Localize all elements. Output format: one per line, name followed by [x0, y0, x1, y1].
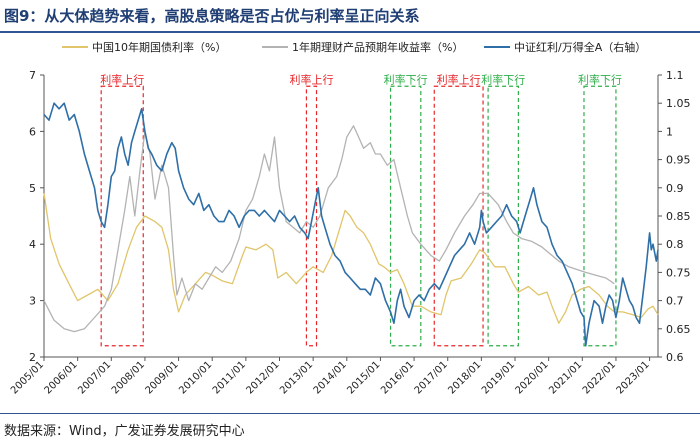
- left-tick-label: 7: [29, 69, 36, 82]
- annotation-label-up: 利率上行: [100, 72, 144, 86]
- x-tick-label: 2016/01: [379, 359, 416, 396]
- x-tick-label: 2007/01: [76, 359, 113, 396]
- left-tick-label: 4: [29, 238, 36, 251]
- right-tick-label: 1.1: [666, 69, 684, 82]
- right-tick-label: 0.8: [666, 238, 684, 251]
- series-line-1: [43, 193, 659, 324]
- x-tick-label: 2023/01: [615, 359, 652, 396]
- right-tick-label: 0.85: [666, 210, 691, 223]
- annotation-box-down: [389, 85, 422, 347]
- annotation-label-down: 利率下行: [481, 72, 525, 86]
- right-tick-label: 0.6: [666, 351, 684, 364]
- annotation-box-down: [583, 85, 617, 347]
- x-tick-label: 2011/01: [211, 359, 248, 396]
- chart: 利率上行 利率上行 利率下行 利率上行 利率下行 利率下行 中国10年期国债利率（%） 1年…: [9, 40, 691, 396]
- right-tick-label: 0.9: [666, 182, 684, 195]
- left-tick-label: 5: [29, 182, 36, 195]
- title-bar: 图9：从大体趋势来看，高股息策略是否占优与利率呈正向关系: [0, 0, 700, 33]
- x-tick-label: 2006/01: [43, 359, 80, 396]
- annotation-label-down: 利率下行: [384, 72, 428, 86]
- x-tick-label: 2018/01: [446, 359, 483, 396]
- right-tick-label: 0.7: [666, 295, 684, 308]
- annotation-boxes: 利率上行 利率上行 利率下行 利率上行 利率下行 利率下行: [100, 72, 622, 347]
- series-lines: [43, 102, 659, 347]
- right-tick-label: 1: [666, 125, 673, 138]
- annotation-label-down: 利率下行: [578, 72, 622, 86]
- axis-ticks: 2 3 4 5 6 7 0.6 0.65 0.7 0.75 0.8 0.85 0.9 0.95 1 1.05 1…: [9, 69, 691, 396]
- x-tick-label: 2021/01: [547, 359, 584, 396]
- chart-frame: [43, 75, 659, 358]
- annotation-box-up: [305, 85, 318, 347]
- series-line-3: [43, 102, 659, 347]
- left-tick-label: 2: [29, 351, 36, 364]
- left-tick-label: 3: [29, 295, 36, 308]
- annotation-box-up: [100, 85, 144, 347]
- x-tick-label: 2022/01: [581, 359, 618, 396]
- x-tick-label: 2010/01: [177, 359, 214, 396]
- right-tick-label: 0.65: [666, 323, 691, 336]
- title-rule: [0, 31, 700, 33]
- x-tick-label: 2012/01: [244, 359, 281, 396]
- source-note: 数据来源：Wind，广发证券发展研究中心: [4, 424, 245, 439]
- annotation-box-down: [487, 85, 519, 347]
- x-tick-label: 2020/01: [514, 359, 551, 396]
- annotation-label-up: 利率上行: [289, 72, 333, 86]
- legend: 中国10年期国债利率（%） 1年期理财产品预期年收益率（%） 中证红利/万得全A（右…: [62, 40, 646, 54]
- x-tick-label: 2017/01: [413, 359, 450, 396]
- source-rule: [0, 413, 700, 414]
- right-tick-label: 0.75: [666, 266, 691, 279]
- right-tick-label: 0.95: [666, 154, 691, 167]
- x-tick-label: 2014/01: [312, 359, 349, 396]
- legend-label-3: 中证红利/万得全A（右轴）: [514, 40, 646, 54]
- right-tick-label: 1.05: [666, 97, 691, 110]
- x-tick-label: 2009/01: [144, 359, 181, 396]
- annotation-label-up: 利率上行: [437, 72, 481, 86]
- x-tick-label: 2005/01: [9, 359, 46, 396]
- x-tick-label: 2008/01: [110, 359, 147, 396]
- legend-label-1: 中国10年期国债利率（%）: [92, 40, 226, 54]
- x-tick-label: 2015/01: [345, 359, 382, 396]
- x-tick-label: 2019/01: [480, 359, 517, 396]
- annotation-box-up: [433, 85, 484, 347]
- x-tick-label: 2013/01: [278, 359, 315, 396]
- left-tick-label: 6: [29, 125, 36, 138]
- legend-label-2: 1年期理财产品预期年收益率（%）: [292, 40, 463, 54]
- figure-title: 图9：从大体趋势来看，高股息策略是否占优与利率呈正向关系: [4, 7, 420, 25]
